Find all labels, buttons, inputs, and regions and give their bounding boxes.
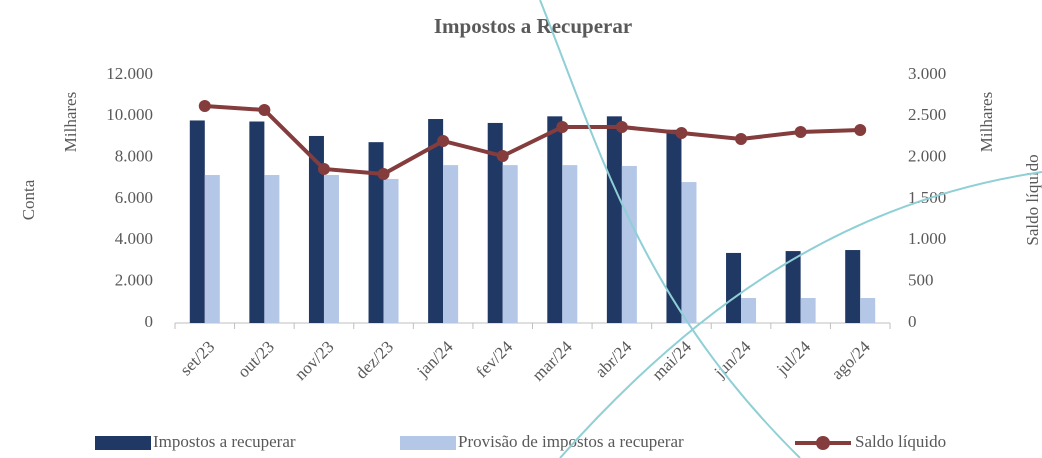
legend-label: Provisão de impostos a recuperar [458,432,684,451]
y-tick-label: 12.000 [106,64,153,83]
decoration [539,0,801,458]
x-tick-label: abr/24 [591,337,635,381]
bar [860,297,876,323]
bar [487,122,503,324]
y2-axis-unit: Milhares [977,92,996,152]
chart-title: Impostos a Recuperar [434,14,632,38]
legend-swatch [95,436,151,450]
x-tick-label: nov/23 [291,337,338,384]
bar [204,175,220,323]
bar [741,297,757,323]
line-marker [675,127,688,140]
line-marker [258,103,271,116]
y-tick-label: 6.000 [115,188,153,207]
legend-swatch [816,436,830,450]
line-marker [317,162,330,175]
bar [323,175,339,323]
bar [845,250,861,323]
x-tick-label: dez/23 [352,337,397,382]
bar [785,251,801,323]
y-tick-label: 8.000 [115,147,153,166]
plot: 0 2.000 4.000 6.000 8.000 10.000 12.000 0 500 1.0… [95,64,946,451]
y2-tick-label: 2.500 [908,105,946,124]
y2-tick-label: 2.000 [908,147,946,166]
bar [726,252,742,323]
x-tick-label: jul/24 [772,337,815,380]
y-tick-label: 4.000 [115,229,153,248]
x-tick-label: set/23 [176,337,218,379]
line-marker [615,120,628,133]
y2-tick-label: 1.000 [908,229,946,248]
x-tick-label: jan/24 [413,337,458,382]
bar [428,119,444,324]
y-axis-title: Conta [19,179,38,220]
y-tick-label: 0 [145,312,154,331]
line-marker [437,134,450,147]
line-marker [556,120,569,133]
bar [800,297,816,323]
bar [383,178,399,323]
y2-tick-label: 0 [908,312,917,331]
legend-label: Impostos a recuperar [153,432,296,451]
x-tick-label: out/23 [234,337,278,381]
y2-tick-label: 500 [908,271,934,290]
bar [264,175,280,323]
line-marker [198,100,211,112]
bar [308,135,324,323]
bar [621,165,637,323]
line-marker [794,126,807,139]
bar [666,129,682,323]
bar [681,182,697,323]
line-marker [854,123,867,136]
bar [249,121,265,323]
decoration [559,171,1042,458]
y2-tick-label: 3.000 [908,64,946,83]
x-tick-label: mar/24 [528,337,576,385]
y2-axis-title: Saldo líquido [1023,154,1042,245]
bar [189,120,205,323]
line-marker [496,150,509,163]
bar [368,142,384,323]
legend-swatch [400,436,456,450]
legend-label: Saldo líquido [855,432,946,451]
x-tick-label: ago/24 [828,337,875,384]
x-tick-label: jun/24 [710,337,755,382]
bar [443,165,459,323]
line-marker [377,168,390,181]
bar [547,116,563,323]
x-tick-label: fev/24 [472,337,516,381]
bar [502,165,518,323]
y-axis-unit: Milhares [61,92,80,152]
bar [562,165,578,323]
line [204,104,861,177]
y-tick-label: 2.000 [115,271,153,290]
line-marker [735,132,748,145]
bar [606,116,622,323]
y-tick-label: 10.000 [106,105,153,124]
